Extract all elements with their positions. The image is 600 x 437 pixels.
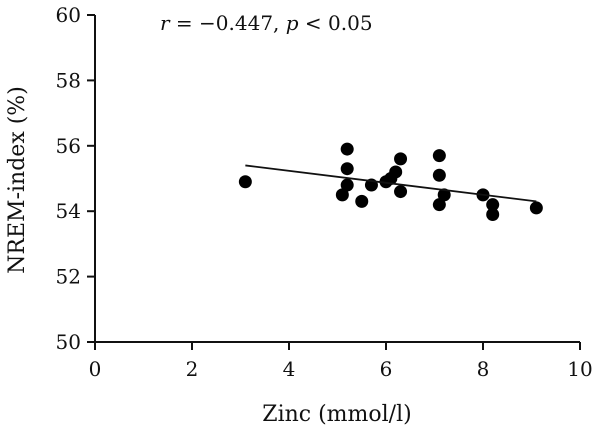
x-tick-label: 8 [477,357,490,381]
data-point [432,198,446,212]
y-tick-label: 58 [56,68,81,92]
y-axis-title: NREM-index (%) [5,86,30,274]
x-tick-label: 0 [89,357,102,381]
data-point [340,142,354,156]
y-tick-label: 56 [56,134,81,158]
y-ticks: 50 52 54 56 58 60 [56,3,95,354]
data-point [394,185,408,199]
axes [94,15,580,343]
x-axis-title: Zinc (mmol/l) [262,402,411,427]
data-point [389,165,403,179]
data-point [529,201,543,215]
data-point [340,178,354,192]
y-tick-label: 50 [56,330,81,354]
p-variable: p [286,11,299,35]
r-value: = −0.447, [170,11,286,35]
data-point [394,152,408,166]
data-point [238,175,252,189]
data-point [437,188,451,202]
x-tick-label: 2 [186,357,199,381]
data-series [238,142,543,221]
data-point [486,207,500,221]
x-tick-label: 10 [567,357,592,381]
data-point [335,188,349,202]
p-value: < 0.05 [299,11,373,35]
data-point [432,168,446,182]
data-point [340,162,354,176]
x-tick-label: 4 [283,357,296,381]
r-variable: r [160,11,171,35]
data-point [486,198,500,212]
x-ticks: 0 2 4 6 8 10 [89,342,593,381]
y-tick-label: 52 [56,265,81,289]
y-tick-label: 60 [56,3,81,27]
data-point [432,149,446,163]
regression-line [245,164,537,203]
data-point [355,194,369,208]
correlation-annotation: r = −0.447, p < 0.05 [160,11,373,35]
x-tick-label: 6 [380,357,393,381]
y-tick-label: 54 [56,199,81,223]
